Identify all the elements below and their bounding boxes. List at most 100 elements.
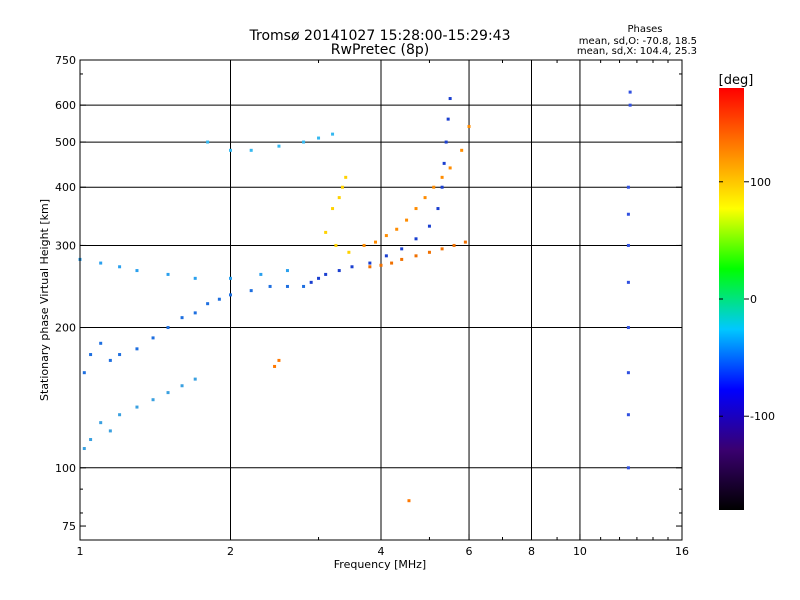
data-point (368, 265, 372, 269)
x-tick-label: 4 (378, 545, 385, 558)
data-point (135, 269, 139, 273)
data-point (452, 243, 456, 247)
data-point (82, 447, 86, 451)
y-tick-label: 750 (55, 54, 76, 67)
data-point (166, 272, 170, 276)
data-point (626, 280, 630, 284)
colorbar-ticks: 100 0 -100 (719, 176, 775, 423)
x-tick-label: 10 (573, 545, 587, 558)
data-point (99, 261, 103, 265)
x-axis-ticks: 1 2 4 6 8 10 16 (77, 60, 689, 558)
data-point (317, 136, 321, 140)
data-point (427, 250, 431, 254)
data-point (285, 269, 289, 273)
data-point (217, 297, 221, 301)
data-point (626, 413, 630, 417)
x-tick-label: 8 (528, 545, 535, 558)
data-point (268, 284, 272, 288)
phase-legend-x: mean, sd,X: 104.4, 25.3 (577, 46, 697, 57)
data-point (337, 269, 341, 273)
data-point (379, 263, 383, 267)
data-point (229, 293, 232, 297)
data-point (249, 148, 253, 152)
data-point (229, 276, 232, 280)
data-point (448, 166, 452, 170)
data-point (384, 254, 388, 258)
data-point (118, 265, 122, 269)
data-point (206, 140, 210, 144)
data-point (273, 364, 277, 368)
data-point (82, 371, 86, 375)
x-axis-label: Frequency [MHz] (334, 558, 426, 571)
data-point (118, 413, 122, 417)
data-point (444, 140, 448, 144)
data-point (89, 438, 93, 442)
phase-legend-o: mean, sd,O: -70.8, 18.5 (579, 36, 697, 47)
data-point (99, 421, 103, 425)
data-point (334, 243, 338, 247)
data-point (340, 185, 344, 189)
data-points (78, 90, 632, 503)
data-point (626, 212, 630, 216)
y-tick-label: 600 (55, 99, 76, 112)
data-point (414, 254, 418, 258)
gridlines (80, 60, 682, 540)
colorbar-label: [deg] (719, 73, 754, 88)
data-point (440, 185, 444, 189)
data-point (626, 326, 630, 330)
data-point (626, 466, 630, 470)
data-point (460, 148, 464, 152)
data-point (180, 384, 184, 388)
colorbar-tick-label: 0 (750, 293, 757, 306)
data-point (108, 358, 112, 362)
data-point (277, 144, 281, 148)
data-point (368, 261, 372, 265)
data-point (193, 377, 197, 381)
data-point (193, 276, 197, 280)
y-tick-label: 300 (55, 239, 76, 252)
phase-legend-title: Phases (627, 24, 662, 35)
y-tick-label: 500 (55, 136, 76, 149)
data-point (427, 224, 431, 228)
data-point (89, 353, 93, 357)
y-tick-label: 100 (55, 462, 76, 475)
data-point (395, 227, 399, 231)
y-tick-label: 75 (62, 520, 76, 533)
data-point (277, 358, 281, 362)
chart-title: Tromsø 20141027 15:28:00-15:29:43 (249, 28, 511, 44)
data-point (135, 405, 139, 409)
data-point (302, 284, 306, 288)
data-point (384, 234, 388, 238)
data-point (446, 117, 450, 121)
data-point (436, 207, 440, 211)
chart-subtitle: RwPretec (8p) (331, 42, 429, 58)
data-point (432, 185, 436, 189)
data-point (302, 140, 306, 144)
data-point (309, 280, 313, 284)
data-point (331, 132, 335, 136)
data-point (350, 265, 354, 269)
data-point (440, 247, 444, 251)
data-point (324, 272, 328, 276)
data-point (390, 261, 394, 265)
data-point (344, 175, 348, 179)
data-point (448, 97, 452, 101)
data-point (442, 161, 446, 165)
colorbar-tick-label: 100 (750, 176, 771, 189)
data-point (628, 103, 632, 107)
x-tick-label: 2 (227, 545, 234, 558)
data-point (414, 237, 418, 241)
data-point (151, 336, 155, 340)
y-axis-label: Stationary phase Virtual Height [km] (38, 199, 51, 401)
x-tick-label: 1 (77, 545, 84, 558)
data-point (362, 243, 366, 247)
data-point (347, 250, 351, 254)
data-point (440, 175, 444, 179)
data-point (99, 341, 103, 345)
data-point (206, 302, 210, 306)
data-point (166, 391, 170, 395)
data-point (407, 499, 411, 503)
data-point (193, 311, 197, 315)
data-point (229, 148, 232, 152)
